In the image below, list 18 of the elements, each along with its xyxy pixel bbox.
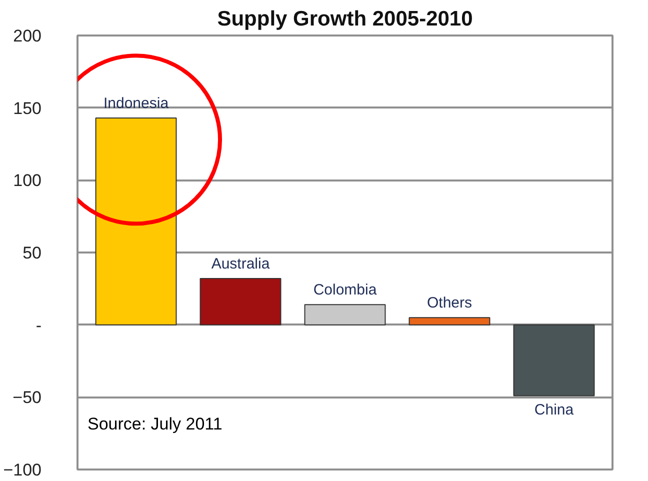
y-tick-label: 50 [22,244,42,262]
y-tick-label: −100 [3,460,42,480]
bar [513,324,595,396]
x-tick-label: Indonesia [103,94,170,112]
y-tick-label: 100 [13,171,42,190]
x-tick-label: Colombia [313,282,378,299]
x-tick-label: China [534,402,574,419]
y-tick-label: - [36,316,42,335]
chart-title: Supply Growth 2005-2010 [217,8,473,30]
bar [200,278,282,326]
y-tick-label: 150 [13,98,42,118]
bar [408,317,490,326]
y-tick-label: 200 [13,26,42,46]
annotation: Source: July 2011 [88,414,222,434]
bar [304,304,386,326]
y-tick-label: −50 [12,388,42,408]
x-tick-label: Others [426,294,472,312]
x-tick-label: Australia [211,256,270,273]
